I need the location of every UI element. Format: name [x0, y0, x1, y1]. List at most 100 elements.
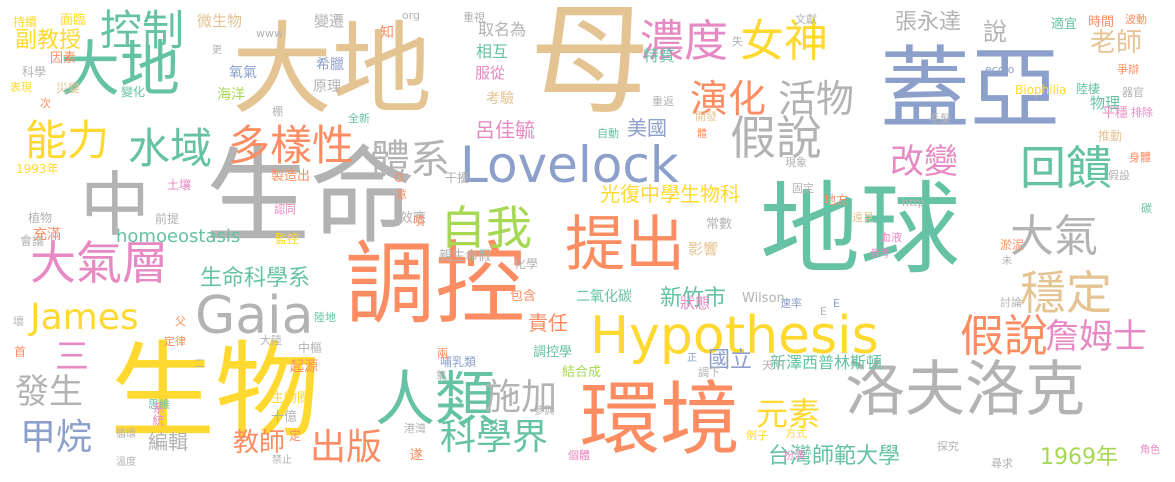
word: 二氧化碳 [576, 289, 632, 305]
word: 提出 [565, 210, 685, 280]
word: 1993年 [16, 162, 59, 176]
word: 參考 [870, 249, 890, 260]
word: 二 [194, 357, 205, 370]
word: 生命 [205, 136, 416, 258]
word: 希臘 [316, 57, 344, 73]
word: 張永達 [895, 10, 962, 35]
word: 港灣 [404, 422, 426, 435]
word: 十億 [271, 410, 298, 425]
word: 起源 [290, 359, 318, 375]
word: 中 [80, 164, 150, 246]
word: 角色 [1140, 445, 1160, 456]
word: 生命科學系 [200, 266, 311, 291]
word: 老師 [1090, 28, 1143, 58]
word: 說 [983, 18, 1007, 46]
word: 水域 [128, 124, 213, 173]
word: http [902, 196, 925, 209]
word: 調控學 [533, 345, 573, 360]
word: 光復中學生物科 [600, 182, 740, 206]
word: org [402, 9, 421, 22]
word: 壞 [13, 315, 24, 328]
word: 兩 [437, 347, 448, 360]
word: 充滿 [33, 227, 61, 243]
word: 化學 [514, 257, 539, 271]
word: 施加 [485, 377, 558, 418]
word: 控制 [100, 6, 185, 55]
word: 假說 [960, 311, 1048, 362]
word: 假設 [1108, 169, 1130, 182]
word: Hypothesis [590, 306, 879, 366]
word: 教師 [233, 428, 286, 458]
word: 活物 [778, 77, 855, 121]
word: 變遷 [314, 12, 345, 30]
word: 包含 [510, 289, 537, 304]
word: Wilson [742, 291, 785, 306]
word: 生物 [110, 331, 321, 453]
word: 發生 [15, 372, 83, 412]
word: 出版 [310, 427, 383, 468]
word: 父 [175, 315, 186, 328]
word: 定 [289, 429, 302, 443]
word: 洛夫洛克 [845, 355, 1085, 425]
word: 海洋 [217, 87, 245, 103]
word: Gaia [195, 286, 314, 346]
word: 美國 [627, 116, 667, 140]
word: 女神 [740, 16, 828, 67]
word: 詹姆士 [1045, 317, 1147, 357]
word: 結合成 [562, 365, 602, 380]
word: 未 [1002, 256, 1012, 267]
word: 棚 [272, 105, 283, 118]
word: 知 [380, 25, 394, 41]
word: 服從 [475, 64, 506, 82]
word: 副教授 [15, 28, 82, 53]
word: 考驗 [486, 91, 514, 107]
word: E [833, 297, 840, 310]
word: 氧 [436, 369, 447, 382]
word: 甲烷 [20, 417, 93, 458]
word: 溫度 [116, 457, 136, 468]
word: 大氣層 [30, 236, 168, 290]
word: O [394, 171, 404, 185]
word: 毛髮 [929, 112, 951, 125]
word: 大陸 [260, 334, 282, 347]
word: 大地 [232, 11, 432, 128]
word: 時間 [1088, 15, 1115, 30]
word: 系統 [151, 402, 165, 426]
word: 國立 [708, 348, 753, 373]
word: 台灣師範大學 [768, 444, 901, 469]
word: 監控 [275, 232, 300, 246]
word: 能力 [25, 116, 110, 165]
word: 參與 [533, 404, 555, 417]
word: 植物 [28, 211, 53, 225]
word: 例子 [746, 429, 768, 442]
word: 呂佳毓 [475, 118, 535, 142]
word: 首 [14, 345, 27, 359]
word: 扮演 [783, 449, 805, 462]
word: 器官 [1122, 86, 1144, 99]
word: 假說 [730, 111, 822, 165]
word: 生物圈 [271, 391, 311, 406]
word: 表現 [10, 81, 32, 94]
word: 科學界 [440, 417, 549, 458]
word: 演化 [690, 77, 767, 121]
word: ecolo [985, 63, 1015, 76]
word: 禁止 [272, 455, 292, 466]
word: homoeostasis [116, 226, 241, 247]
word: 編輯 [148, 430, 188, 454]
word: 現象 [785, 156, 807, 169]
word: 1969年 [1040, 445, 1118, 470]
word: 狀態 [680, 294, 711, 312]
word: 排除 [1131, 106, 1153, 119]
word: Lovelock [460, 136, 679, 194]
word: 地球 [760, 171, 960, 288]
word: 中樞 [298, 341, 323, 355]
word: 尋求 [991, 457, 1013, 470]
word: 原理 [313, 79, 341, 95]
word: 蓋亞 [880, 37, 1060, 142]
word: 會議 [20, 234, 45, 248]
word: 土壤 [167, 178, 192, 192]
word: 前提 [155, 212, 180, 226]
word: 改變 [890, 142, 958, 182]
word: 微生物 [197, 12, 243, 30]
word: 新竹市 [660, 286, 727, 311]
